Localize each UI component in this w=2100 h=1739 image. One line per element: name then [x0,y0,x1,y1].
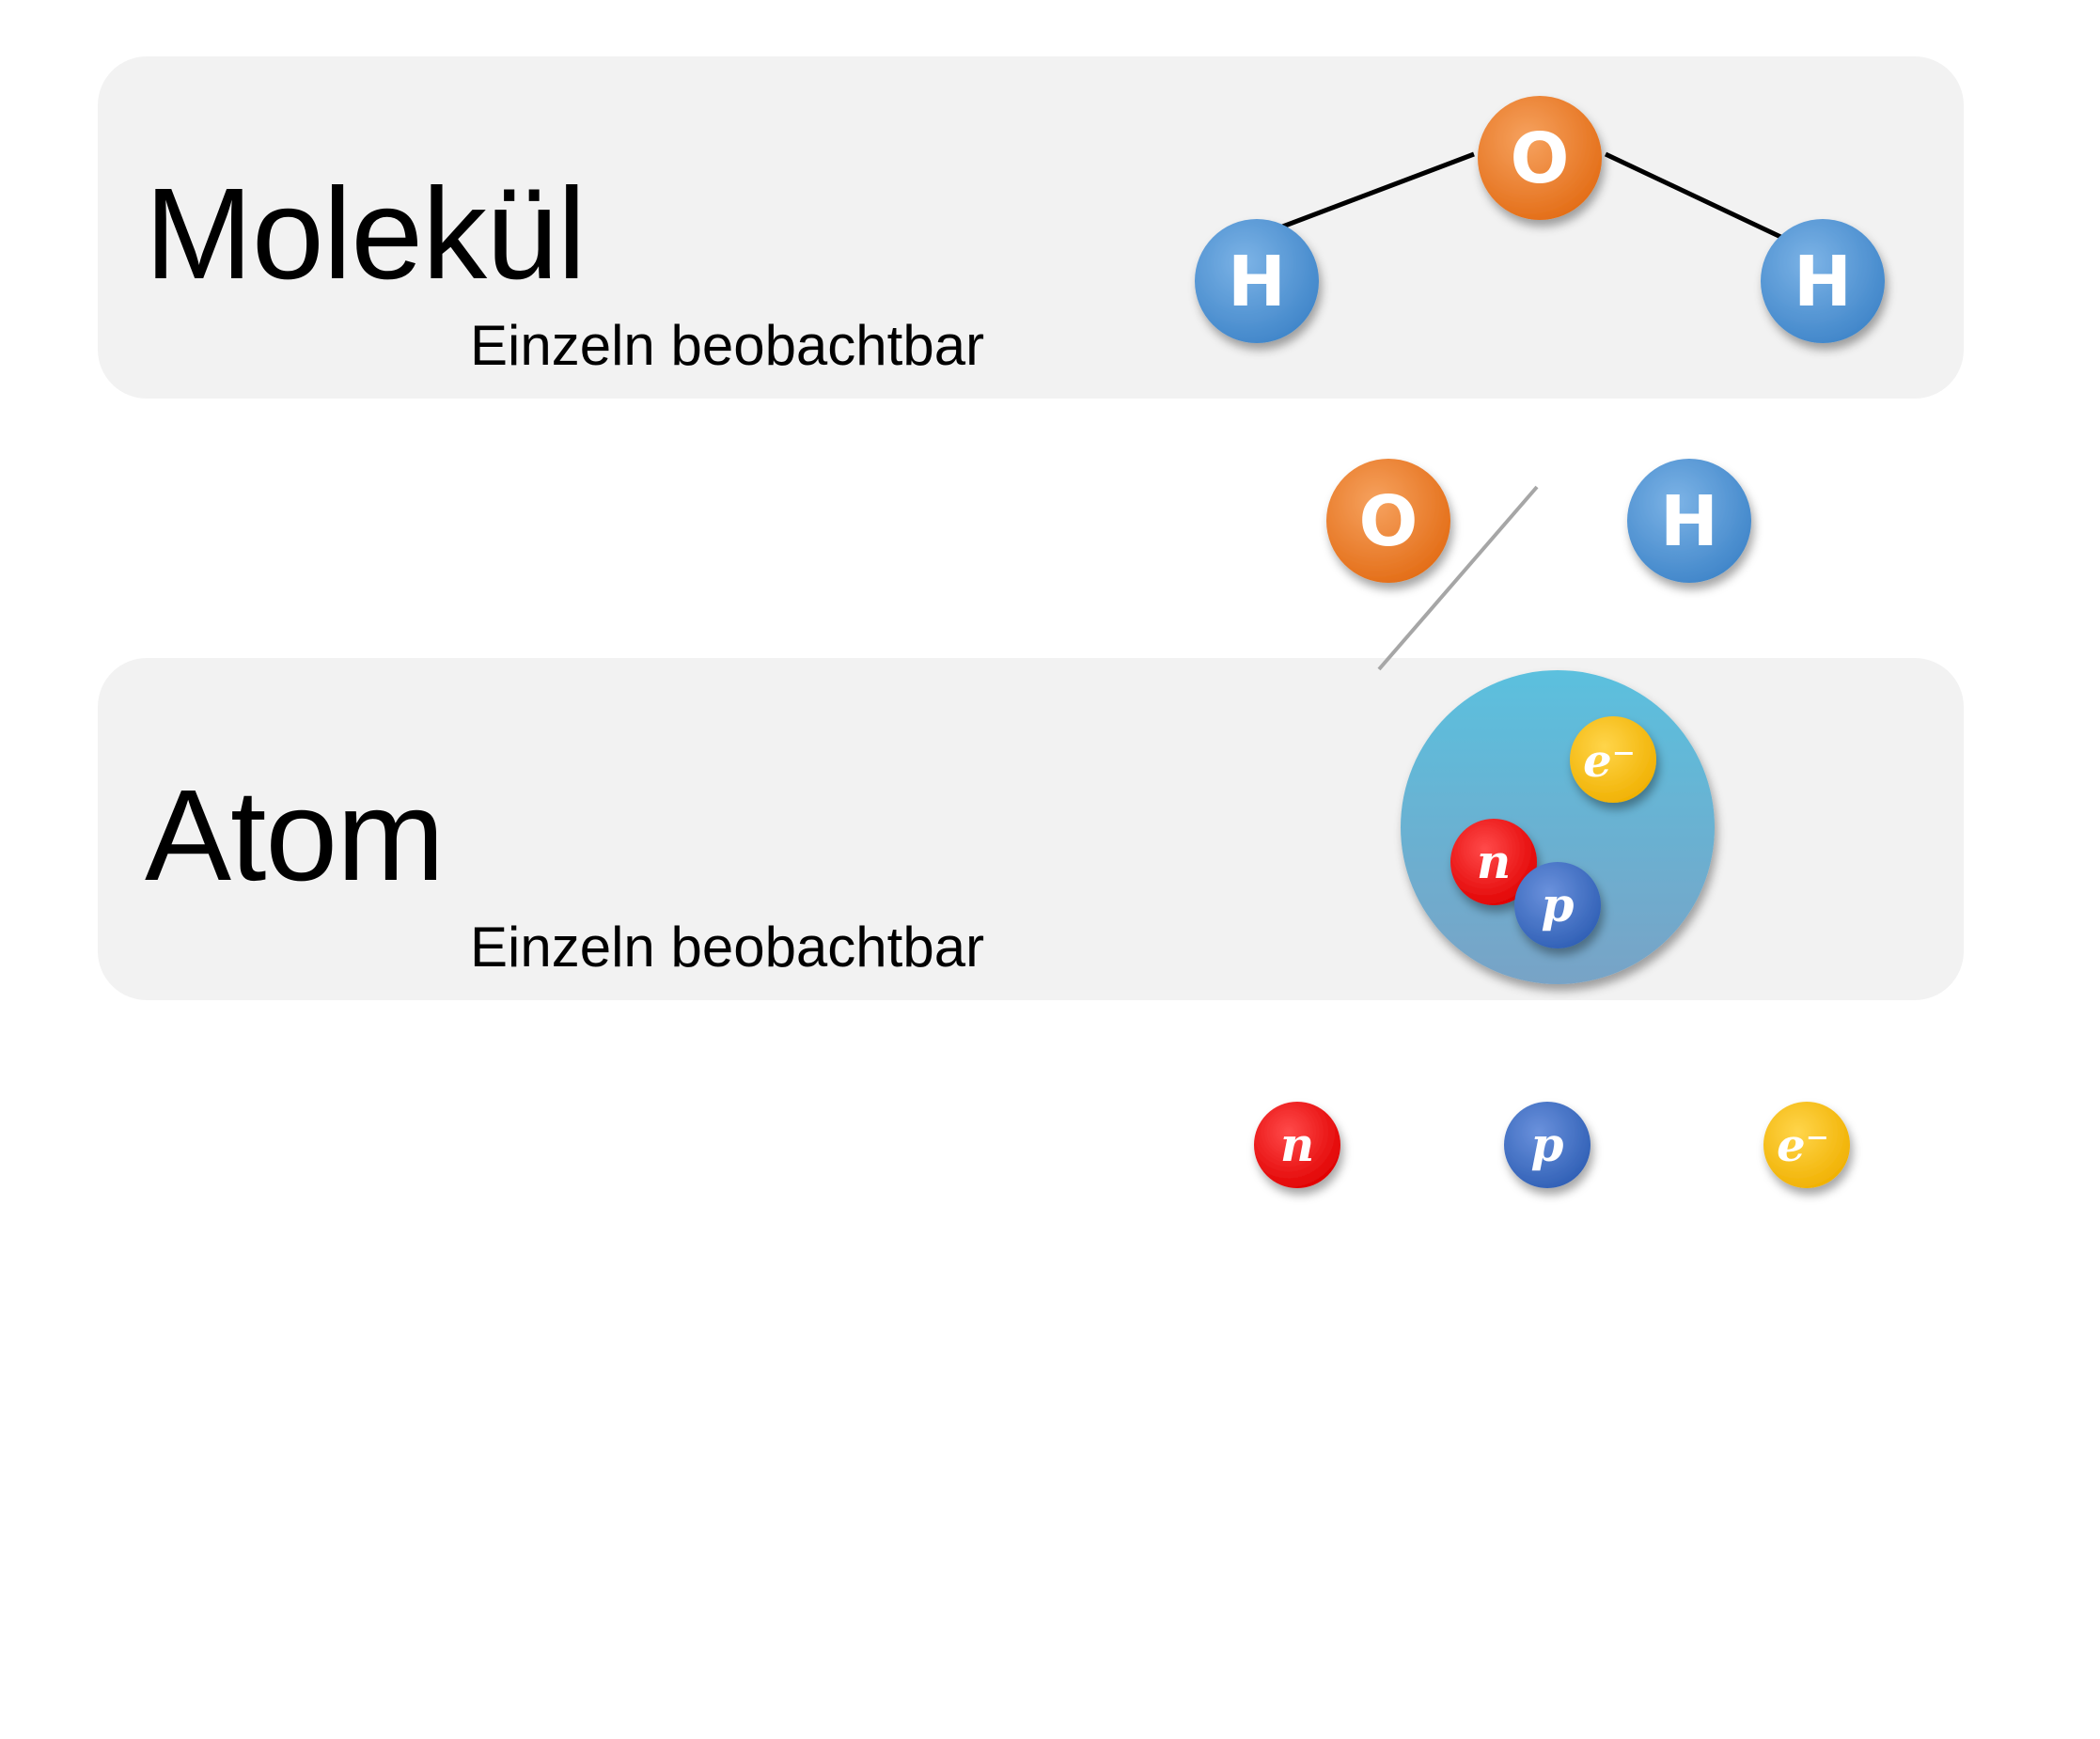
atom-subtitle: Einzeln beobachtbar [470,916,985,979]
bond-line-left [1257,151,1475,239]
proton: p [1504,1102,1591,1188]
molecule-oxygen-label: O [1511,118,1570,199]
atom-neutron: n [1450,819,1537,905]
oxygen-atom: O [1326,459,1450,583]
atom-electron-label: e⁻ [1583,735,1636,788]
atom-electron: e⁻ [1570,716,1656,803]
hydrogen-atom: H [1627,459,1751,583]
molecule-hydrogen-atom-right: H [1761,219,1885,343]
oxygen-atom-label: O [1359,481,1418,562]
zoom-divider-line [1377,485,1539,671]
atom-proton-label: p [1542,877,1575,932]
neutron: n [1254,1102,1340,1188]
molecule-oxygen-atom: O [1478,96,1602,220]
molecule-hydrogen-label-right: H [1794,242,1852,322]
hydrogen-atom-label: H [1660,481,1718,562]
molecule-panel: Molekül Einzeln beobachtbar [98,56,1964,399]
atom-title: Atom [145,763,445,908]
electron: e⁻ [1763,1102,1850,1188]
atom-model: e⁻ n p [1401,670,1715,984]
bond-line-right [1604,151,1793,244]
atom-proton: p [1514,862,1601,948]
molecule-hydrogen-atom-left: H [1195,219,1319,343]
neutron-label: n [1280,1117,1314,1172]
molecule-title: Molekül [145,162,587,306]
electron-label: e⁻ [1777,1120,1829,1172]
molecule-subtitle: Einzeln beobachtbar [470,314,985,377]
molecule-hydrogen-label-left: H [1228,242,1286,322]
proton-label: p [1531,1117,1564,1172]
atom-neutron-label: n [1477,834,1511,889]
